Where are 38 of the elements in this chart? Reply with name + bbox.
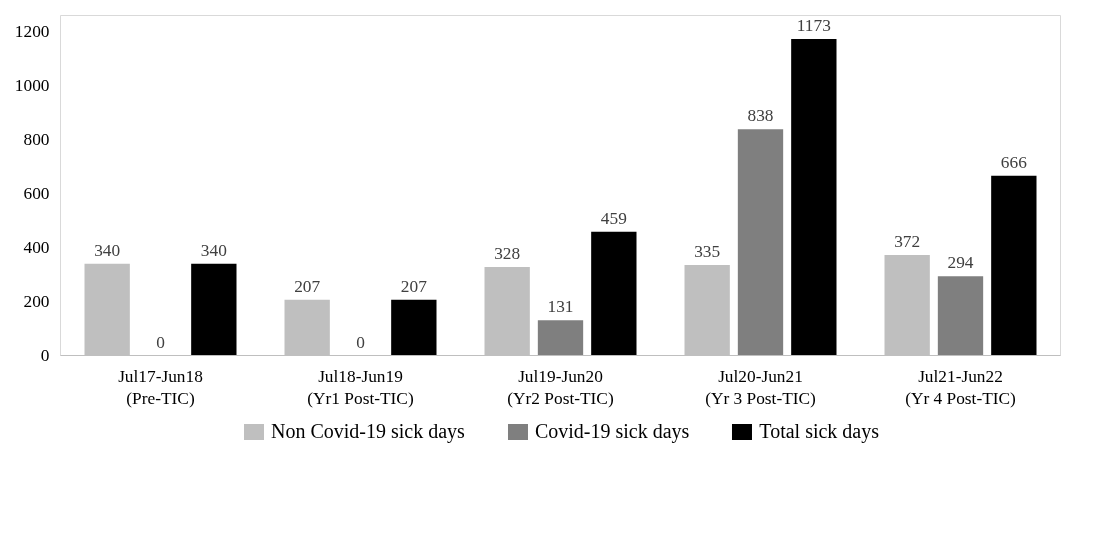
y-tick-label: 0 <box>40 346 50 365</box>
y-tick-label: 800 <box>23 130 50 150</box>
data-label: 328 <box>494 243 521 263</box>
data-label: 207 <box>294 276 321 296</box>
y-tick-label: 600 <box>23 184 50 204</box>
x-tick-label: Jul18-Jun19 (Yr1 Post-TIC) <box>307 366 414 409</box>
y-tick-label: 1200 <box>14 22 50 42</box>
data-label: 838 <box>747 106 774 126</box>
bar <box>791 38 837 356</box>
y-tick-label: 400 <box>23 238 50 258</box>
x-tick-label: Jul17-Jun18 (Pre-TIC) <box>118 366 203 409</box>
data-label: 666 <box>1000 152 1028 172</box>
bar <box>991 175 1037 356</box>
data-label: 372 <box>894 232 921 252</box>
data-label: 207 <box>400 276 428 296</box>
data-label: 0 <box>356 332 365 352</box>
bar <box>391 299 437 356</box>
bar <box>537 320 584 356</box>
data-label: 340 <box>94 240 121 260</box>
bar <box>737 129 784 356</box>
y-tick-label: 1000 <box>14 76 50 96</box>
data-label: 340 <box>200 240 227 260</box>
legend-label: Covid-19 sick days <box>534 419 690 443</box>
bar <box>191 263 237 356</box>
data-label: 1173 <box>796 15 831 35</box>
bar <box>937 276 984 356</box>
data-label: 294 <box>947 253 974 273</box>
data-label: 459 <box>600 208 627 228</box>
data-label: 131 <box>547 297 574 317</box>
legend-label: Total sick days <box>759 419 880 443</box>
x-tick-label: Jul21-Jun22 (Yr 4 Post-TIC) <box>905 366 1017 409</box>
x-tick-label: Jul20-Jun21 (Yr 3 Post-TIC) <box>705 366 817 409</box>
legend-label: Non Covid-19 sick days <box>270 419 465 443</box>
data-label: 0 <box>156 332 165 352</box>
x-tick-label: Jul19-Jun20 (Yr2 Post-TIC) <box>507 366 614 409</box>
y-tick-label: 200 <box>23 292 50 312</box>
data-label: 335 <box>694 242 721 262</box>
bar <box>591 231 637 356</box>
